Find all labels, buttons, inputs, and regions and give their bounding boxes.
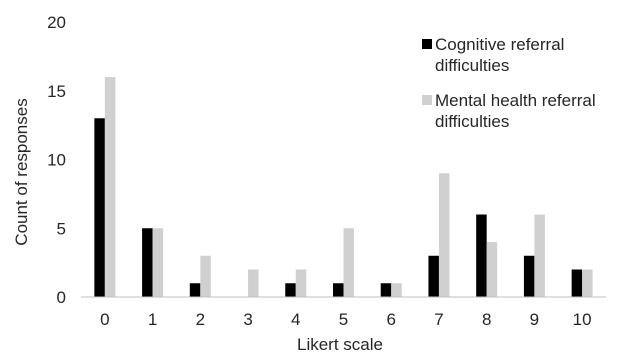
legend-label-series2: Mental health referral xyxy=(435,91,596,110)
bar-series1-2 xyxy=(189,283,201,297)
x-tick-label: 1 xyxy=(148,310,157,329)
y-tick-labels: 0 5 10 15 20 xyxy=(47,13,66,307)
legend-label-series2: difficulties xyxy=(435,112,509,131)
bar-series2-7 xyxy=(438,173,450,297)
bar-series2-6 xyxy=(391,283,402,297)
bar-series1-1 xyxy=(142,228,153,297)
bar-series2-9 xyxy=(534,214,545,297)
y-tick-label: 0 xyxy=(57,288,66,307)
x-tick-label: 2 xyxy=(196,310,205,329)
legend: Cognitive referral difficulties Mental hea… xyxy=(422,35,596,131)
bar-series1-10 xyxy=(571,269,583,297)
bar-series1-7 xyxy=(428,255,439,297)
bar-series2-8 xyxy=(486,242,498,297)
bar-series2-1 xyxy=(152,228,164,297)
x-axis-title: Likert scale xyxy=(297,335,383,354)
bar-series1-5 xyxy=(333,283,344,297)
x-tick-label: 5 xyxy=(339,310,348,329)
x-tick-label: 7 xyxy=(434,310,443,329)
bar-series2-2 xyxy=(200,255,211,297)
y-tick-label: 15 xyxy=(47,82,66,101)
bar-series2-3 xyxy=(248,269,259,297)
bar-series1-8 xyxy=(476,214,487,297)
x-tick-label: 4 xyxy=(291,310,300,329)
bar-series1-6 xyxy=(380,283,392,297)
y-axis-title: Count of responses xyxy=(12,98,31,245)
y-tick-label: 20 xyxy=(47,13,66,32)
bar-series1-0 xyxy=(94,118,105,297)
x-tick-label: 10 xyxy=(573,310,592,329)
bar-series2-4 xyxy=(295,269,307,297)
x-tick-label: 9 xyxy=(530,310,539,329)
x-tick-label: 3 xyxy=(243,310,252,329)
x-tick-label: 6 xyxy=(386,310,395,329)
y-tick-label: 5 xyxy=(57,219,66,238)
x-tick-label: 0 xyxy=(100,310,109,329)
legend-label-series1: difficulties xyxy=(435,56,509,75)
bar-series1-4 xyxy=(285,283,296,297)
x-tick-label: 8 xyxy=(482,310,491,329)
bars-group xyxy=(94,77,593,297)
bar-series2-0 xyxy=(104,77,116,297)
x-tick-labels: 0 1 2 3 4 5 6 7 8 9 10 xyxy=(100,310,591,329)
bar-series2-5 xyxy=(343,228,354,297)
bar-series2-10 xyxy=(582,269,593,297)
legend-label-series1: Cognitive referral xyxy=(435,35,564,54)
legend-swatch-series1 xyxy=(422,39,432,49)
bar-series1-9 xyxy=(523,255,535,297)
legend-swatch-series2 xyxy=(422,95,432,105)
y-tick-label: 10 xyxy=(47,151,66,170)
